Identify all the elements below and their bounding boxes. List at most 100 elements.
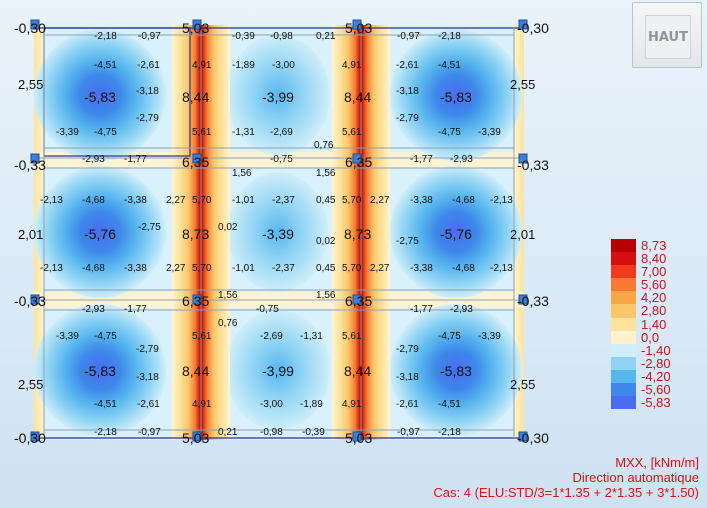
value-label: -3,39: [262, 226, 294, 242]
value-label: -2,13: [490, 195, 513, 206]
value-label: -2,61: [396, 60, 419, 71]
support-node[interactable]: [30, 153, 40, 164]
legend-value: 8,40: [641, 251, 667, 267]
legend-value: -1,40: [641, 342, 671, 358]
legend-swatch: [611, 317, 636, 331]
legend-value: 7,00: [641, 264, 667, 280]
value-label: -1,89: [232, 60, 255, 71]
value-label: -5,76: [84, 226, 116, 242]
contour-zone: [390, 29, 522, 161]
legend-row: -2,80: [611, 355, 707, 371]
value-label: 5,70: [342, 263, 362, 274]
value-label: -2,69: [260, 331, 283, 342]
view-cube-icon[interactable]: HAUT: [645, 15, 691, 59]
value-label: -3,18: [396, 86, 419, 97]
value-label: -3,99: [262, 363, 294, 379]
value-label: -4,75: [94, 127, 117, 138]
value-label: -4,75: [438, 127, 461, 138]
value-label: -1,77: [410, 304, 433, 315]
legend-value: 0,0: [641, 329, 660, 345]
value-label: 5,03: [182, 430, 209, 446]
panel-grid: [34, 28, 524, 438]
value-label: -4,51: [438, 399, 461, 410]
value-label: 2,27: [166, 195, 186, 206]
support-node[interactable]: [192, 19, 202, 30]
support-node[interactable]: [192, 294, 202, 305]
legend-row: -5,60: [611, 382, 707, 397]
value-label: 2,27: [370, 263, 390, 274]
contour-zone: [226, 310, 330, 430]
value-label: -0,30: [14, 20, 46, 36]
value-label: -4,51: [94, 399, 117, 410]
value-label: -2,93: [82, 304, 105, 315]
value-label: -5,83: [84, 89, 116, 105]
legend-value: 5,60: [641, 277, 667, 293]
value-label: -2,79: [136, 344, 159, 355]
value-label: -2,93: [82, 154, 105, 165]
legend-swatch: [611, 356, 636, 370]
support-node[interactable]: [518, 294, 528, 305]
support-node[interactable]: [30, 19, 40, 30]
value-label: -0,33: [517, 157, 549, 173]
direction-label: Direction automatique: [572, 470, 699, 485]
value-label: -4,51: [438, 60, 461, 71]
legend-swatch: [611, 396, 636, 410]
value-label: -3,38: [410, 263, 433, 274]
support-node[interactable]: [352, 153, 362, 164]
support-node[interactable]: [352, 294, 362, 305]
value-label: 4,91: [192, 399, 212, 410]
value-label: 8,44: [182, 89, 209, 105]
value-label: 8,44: [344, 89, 371, 105]
legend-swatch: [611, 265, 636, 279]
value-label: -5,76: [440, 226, 472, 242]
value-label: 6,35: [182, 293, 209, 309]
support-node[interactable]: [518, 153, 528, 164]
support-node[interactable]: [352, 431, 362, 442]
value-label: -5,83: [440, 89, 472, 105]
value-label: -0,39: [302, 427, 325, 438]
support-node[interactable]: [518, 19, 528, 30]
value-label: -3,00: [260, 399, 283, 410]
value-label: 5,03: [345, 20, 372, 36]
support-node[interactable]: [352, 19, 362, 30]
value-label: 6,35: [182, 154, 209, 170]
support-node[interactable]: [518, 431, 528, 442]
value-label: -2,69: [270, 127, 293, 138]
value-label: 2,27: [166, 263, 186, 274]
value-label: -4,68: [82, 195, 105, 206]
value-label: 0,02: [218, 222, 238, 233]
value-label: 0,76: [218, 318, 238, 329]
value-label: 0,02: [316, 236, 336, 247]
contour-zone: [390, 166, 522, 298]
value-label: -0,98: [260, 427, 283, 438]
value-label: 8,73: [344, 226, 371, 242]
value-label: -0,30: [517, 430, 549, 446]
value-label: -1,89: [300, 399, 323, 410]
support-node[interactable]: [192, 431, 202, 442]
value-label: -4,51: [94, 60, 117, 71]
contour-zone: [34, 304, 166, 436]
value-label: -0,33: [517, 293, 549, 309]
legend-row: -1,40: [611, 342, 707, 358]
support-node[interactable]: [192, 153, 202, 164]
value-label: 5,61: [342, 331, 362, 342]
support-node[interactable]: [30, 431, 40, 442]
value-label: -2,61: [396, 399, 419, 410]
value-label: 4,91: [342, 399, 362, 410]
value-label: -0,39: [232, 31, 255, 42]
view-orientation-button[interactable]: HAUT: [632, 2, 702, 68]
value-label: -0,33: [14, 157, 46, 173]
legend-value: -2,80: [641, 355, 671, 371]
legend-swatch: [611, 343, 636, 357]
value-label: -4,75: [438, 331, 461, 342]
value-label: 5,70: [192, 195, 212, 206]
support-node[interactable]: [30, 294, 40, 305]
value-label: -5,83: [84, 363, 116, 379]
legend-value: 4,20: [641, 290, 667, 306]
value-label: -2,18: [94, 427, 117, 438]
contour-zone: [226, 35, 330, 155]
value-label: -3,39: [478, 127, 501, 138]
value-label: -3,18: [396, 372, 419, 383]
